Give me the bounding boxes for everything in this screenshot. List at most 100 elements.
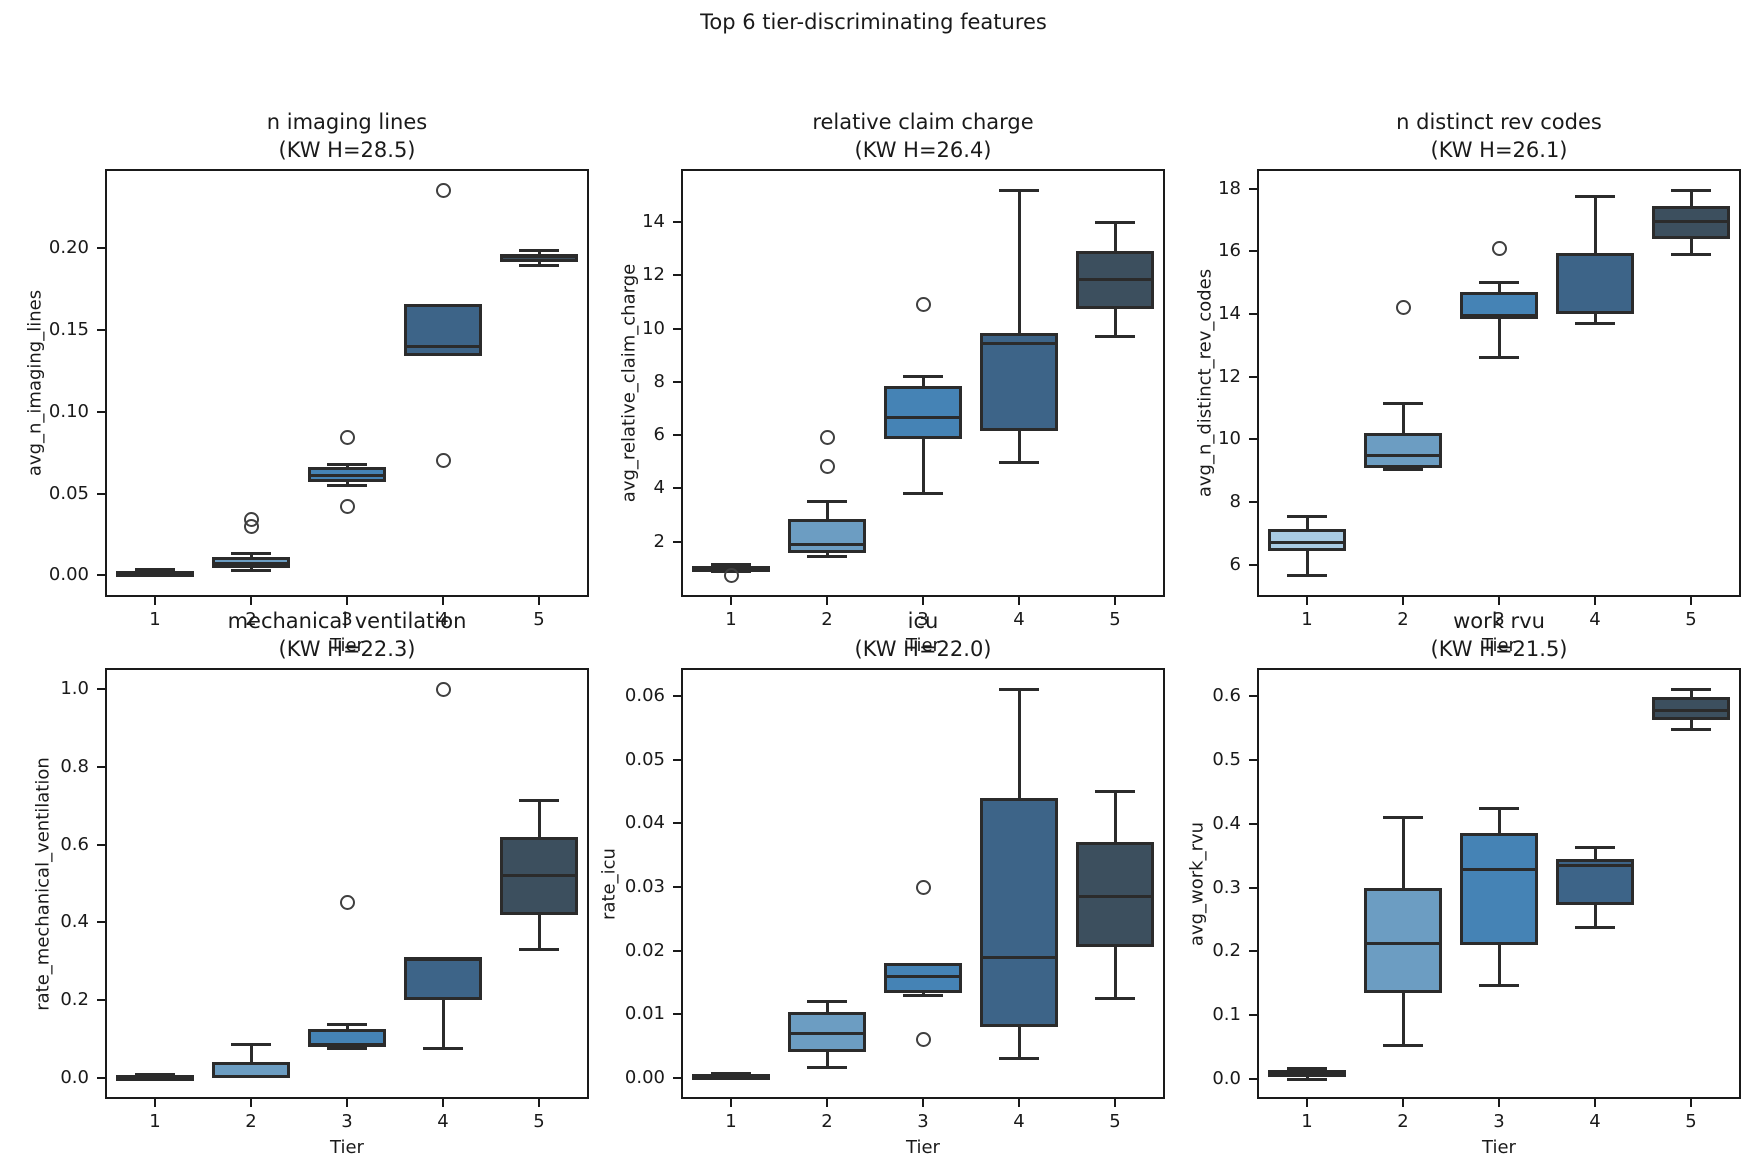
outlier-marker	[915, 1032, 931, 1048]
whisker-cap	[519, 264, 559, 268]
y-tick-mark	[1249, 822, 1257, 825]
y-tick-label: 1.0	[60, 678, 89, 700]
x-tick-mark	[826, 1099, 828, 1107]
y-tick-label: 0.01	[624, 1003, 665, 1025]
box-tier-3	[884, 963, 962, 994]
box-tier-2	[1364, 887, 1442, 993]
whisker-line	[1017, 190, 1021, 333]
x-tick-label: 2	[821, 1111, 833, 1132]
y-tick-mark	[1249, 187, 1257, 190]
median-line	[1076, 895, 1154, 899]
y-tick-mark	[97, 921, 105, 924]
y-tick-mark	[673, 695, 681, 698]
x-tick-mark	[250, 597, 252, 605]
x-tick-mark	[1306, 1099, 1308, 1107]
y-tick-label: 16	[1218, 240, 1241, 262]
whisker-line	[537, 914, 541, 950]
x-tick-label: 3	[341, 609, 353, 630]
whisker-cap	[903, 492, 943, 496]
whisker-line	[1689, 719, 1693, 730]
median-line	[788, 1031, 866, 1035]
whisker-line	[1017, 689, 1021, 798]
y-tick-mark	[1249, 500, 1257, 503]
whisker-cap	[999, 1057, 1039, 1061]
median-line	[1556, 863, 1634, 867]
y-tick-mark	[673, 274, 681, 277]
y-tick-mark	[673, 540, 681, 543]
x-axis-label: Tier	[330, 635, 364, 656]
whisker-cap	[1575, 926, 1615, 930]
y-tick-label: 14	[1218, 303, 1241, 325]
outlier-marker	[1395, 300, 1411, 316]
median-line	[116, 1074, 194, 1078]
x-tick-mark	[922, 1099, 924, 1107]
whisker-cap	[1095, 220, 1135, 224]
y-tick-mark	[673, 1076, 681, 1079]
whisker-cap	[807, 1065, 847, 1069]
whisker-cap	[327, 483, 367, 487]
x-tick-label: 4	[1589, 609, 1601, 630]
y-tick-label: 0.0	[60, 1066, 89, 1088]
median-line	[980, 955, 1058, 959]
y-tick-label: 0.20	[48, 236, 89, 258]
x-tick-label: 3	[917, 1111, 929, 1132]
y-tick-label: 0.4	[1212, 812, 1241, 834]
whisker-cap	[711, 563, 751, 567]
y-tick-label: 0.00	[624, 1066, 665, 1088]
whisker-cap	[903, 993, 943, 997]
whisker-cap	[327, 462, 367, 466]
box-tier-1	[1268, 528, 1346, 551]
median-line	[1460, 868, 1538, 872]
subplot-axes-rate_icu: icu (KW H=22.0) rate_icu 0.00 0.01 0.02 0.03 0.…	[599, 609, 1165, 1158]
outlier-marker	[915, 297, 931, 313]
whisker-cap	[231, 551, 271, 555]
x-tick-mark	[154, 1099, 156, 1107]
x-tick-label: 2	[1397, 609, 1409, 630]
subplot-subtitle: (KW H=28.5)	[278, 138, 416, 162]
subplot-title: n imaging lines	[266, 110, 428, 134]
whisker-cap	[519, 248, 559, 252]
x-tick-mark	[1306, 597, 1308, 605]
whisker-cap	[903, 374, 943, 378]
whisker-line	[1305, 516, 1309, 529]
whisker-cap	[1383, 401, 1423, 405]
outlier-marker	[915, 879, 931, 895]
y-tick-label: 0.3	[1212, 876, 1241, 898]
subplot-title: icu	[907, 609, 939, 633]
outlier-marker	[819, 459, 835, 475]
x-tick-label: 1	[149, 609, 161, 630]
y-tick-label: 0.1	[1212, 1004, 1241, 1026]
y-tick-label: 0.10	[48, 400, 89, 422]
y-tick-mark	[97, 410, 105, 413]
whisker-cap	[1287, 1066, 1327, 1070]
y-tick-label: 0.00	[48, 564, 89, 586]
x-tick-mark	[1402, 597, 1404, 605]
x-tick-label: 1	[725, 609, 737, 630]
x-tick-label: 2	[245, 1111, 257, 1132]
x-tick-mark	[730, 1099, 732, 1107]
y-tick-mark	[97, 1076, 105, 1079]
whisker-cap	[711, 1071, 751, 1075]
whisker-cap	[1575, 195, 1615, 199]
whisker-line	[441, 999, 445, 1049]
whisker-cap	[1671, 727, 1711, 731]
y-tick-label: 0.03	[624, 876, 665, 897]
outlier-marker	[243, 512, 259, 528]
x-tick-label: 4	[1013, 609, 1025, 630]
figure-title: Top 6 tier-discriminating features	[700, 10, 1047, 34]
median-line	[1460, 314, 1538, 318]
x-tick-mark	[250, 1099, 252, 1107]
y-tick-mark	[673, 886, 681, 888]
y-tick-mark	[1249, 313, 1257, 316]
median-line	[1364, 453, 1442, 457]
whisker-line	[537, 800, 541, 837]
y-tick-label: 0.04	[624, 812, 665, 834]
x-tick-label: 1	[1301, 609, 1313, 630]
outlier-marker	[435, 453, 451, 469]
subplot-title: mechanical ventilation	[227, 609, 467, 633]
y-tick-label: 14	[642, 211, 665, 233]
median-line	[404, 344, 482, 348]
subplot-subtitle: (KW H=26.4)	[854, 138, 992, 162]
y-tick-label: 0.05	[48, 482, 89, 504]
